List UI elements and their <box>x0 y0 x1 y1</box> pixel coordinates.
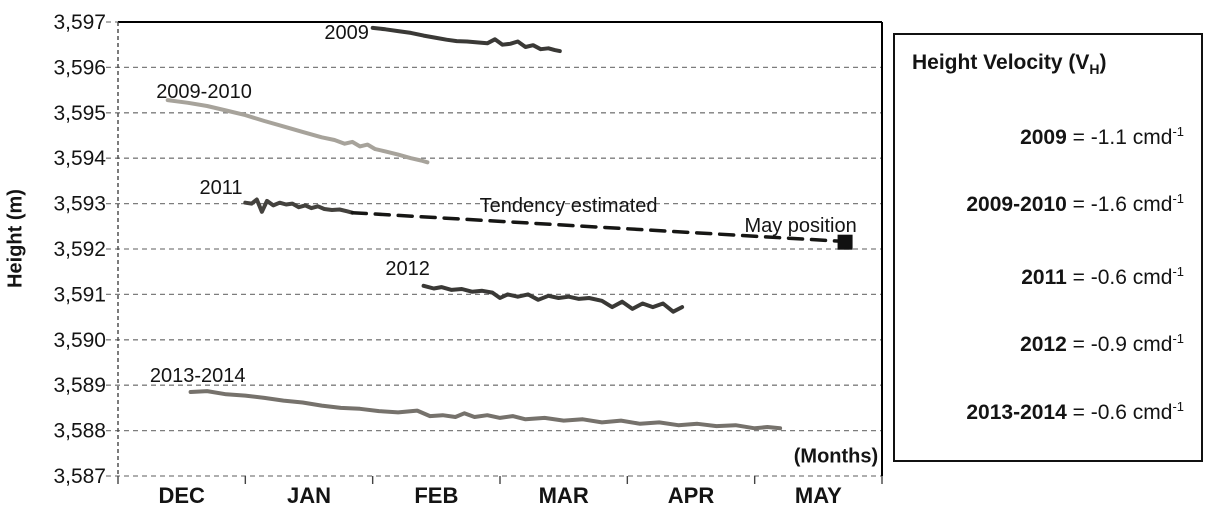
legend-title-text: Height Velocity (V <box>912 51 1090 74</box>
annotation-tendency-estimated: Tendency estimated <box>480 195 658 217</box>
legend-entry-year: 2009 <box>1020 126 1067 149</box>
annotation-2009-2010: 2009-2010 <box>156 81 252 103</box>
legend-entry-value: = -0.9 cmd <box>1066 333 1173 356</box>
series-line-tendency-estimated <box>350 210 844 244</box>
legend-entry-exponent: -1 <box>1172 331 1184 346</box>
series-line-2013-2014 <box>188 389 783 431</box>
legend-entry-value: = -0.6 cmd <box>1066 401 1173 424</box>
annotation-2011: 2011 <box>199 177 242 199</box>
x-axis-month-label: DEC <box>158 483 205 508</box>
x-axis-month-label: JAN <box>287 483 331 508</box>
y-axis-tick-label: 3,591 <box>53 283 106 306</box>
legend-entry-2009: 2009 = -1.1 cmd-1 <box>1020 119 1184 151</box>
legend-entry-value: = -1.1 cmd <box>1066 126 1173 149</box>
series-line-2009-2010 <box>165 98 430 165</box>
x-axis-month-label: MAR <box>539 483 589 508</box>
legend-entry-year: 2011 <box>1021 266 1067 289</box>
may-position-marker <box>837 234 853 250</box>
legend-entry-2012: 2012 = -0.9 cmd-1 <box>1020 326 1184 358</box>
y-axis-tick-label: 3,589 <box>53 374 106 397</box>
legend-entry-2009-2010: 2009-2010 = -1.6 cmd-1 <box>966 186 1184 218</box>
y-axis-tick-label: 3,596 <box>53 56 106 79</box>
legend-entry-exponent: -1 <box>1172 399 1184 414</box>
series-line-2011 <box>243 197 355 215</box>
y-axis-tick-label: 3,588 <box>53 420 106 443</box>
legend-entry-year: 2012 <box>1020 333 1067 356</box>
legend-box: Height Velocity (VH) 2009 = -1.1 cmd-1 20… <box>893 33 1203 462</box>
y-axis-tick-label: 3,587 <box>53 465 106 488</box>
y-axis-tick-label: 3,597 <box>53 11 106 34</box>
y-axis-tick-label: 3,590 <box>53 329 106 352</box>
annotation-2013-2014: 2013-2014 <box>150 365 246 387</box>
legend-entry-exponent: -1 <box>1172 264 1184 279</box>
legend-entry-year: 2013-2014 <box>966 401 1067 424</box>
legend-entry-exponent: -1 <box>1172 191 1184 206</box>
annotation-2009: 2009 <box>324 22 369 44</box>
x-axis-month-label: APR <box>668 483 715 508</box>
legend-title-subscript: H <box>1089 61 1100 78</box>
y-axis-tick-label: 3,592 <box>53 238 106 261</box>
y-axis-tick-label: 3,595 <box>53 102 106 125</box>
series-line-2009 <box>370 25 562 54</box>
y-axis-title: Height (m) <box>4 189 27 288</box>
annotation-may-position: May position <box>744 215 856 237</box>
legend-entry-value: = -1.6 cmd <box>1066 193 1173 216</box>
x-axis-month-label: FEB <box>414 483 458 508</box>
y-axis-tick-label: 3,593 <box>53 193 106 216</box>
series-line-2012 <box>421 283 685 314</box>
annotation-2012: 2012 <box>385 258 430 280</box>
legend-title-suffix: ) <box>1099 51 1107 74</box>
legend-entry-2013-2014: 2013-2014 = -0.6 cmd-1 <box>966 394 1184 426</box>
legend-entry-2011: 2011 = -0.6 cmd-1 <box>1021 259 1184 291</box>
legend-entry-year: 2009-2010 <box>966 193 1067 216</box>
x-axis-month-label: MAY <box>795 483 842 508</box>
height-chart: 3,597 3,596 3,595 3,594 3,593 3,592 3,591 3,590… <box>53 11 883 508</box>
legend-entry-exponent: -1 <box>1172 124 1184 139</box>
y-axis-tick-label: 3,594 <box>53 147 106 170</box>
annotation--months-: (Months) <box>794 446 878 468</box>
legend-title: Height Velocity (VH) <box>912 51 1107 77</box>
legend-entry-value: = -0.6 cmd <box>1066 266 1173 289</box>
